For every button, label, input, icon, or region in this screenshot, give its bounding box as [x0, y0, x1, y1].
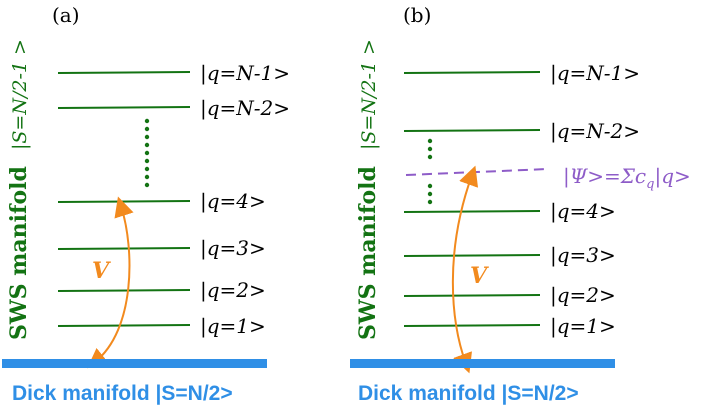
panel-b: (b) |S=N/2-1 > SWS manifold |q=N-1> |q=N… [350, 3, 691, 405]
panel-a-ground-label: Dick manifold |S=N/2> [12, 382, 233, 405]
panel-a-level-label: |q=1> [200, 314, 266, 339]
panel-b-level-n-2 [403, 129, 541, 132]
panel-a-level-n-2 [57, 106, 191, 109]
panel-b-manifold-label: SWS manifold [355, 166, 381, 340]
panel-b-level-1 [403, 324, 541, 327]
panel-b-level-4 [403, 210, 541, 213]
panel-a-level-3 [57, 247, 191, 250]
panel-b-level-label: |q=N-2> [550, 119, 640, 144]
panel-a-level-n-1 [57, 71, 191, 74]
panel-a-ellipsis-dots [144, 118, 150, 188]
panel-b-level-n-1 [403, 71, 541, 74]
panel-b-label: (b) [403, 3, 431, 27]
panel-b-level-2 [403, 294, 541, 297]
panel-b-level-label: |q=1> [550, 314, 616, 339]
panel-b-level-3 [403, 254, 541, 257]
panel-a-spin-label: |S=N/2-1 > [9, 39, 31, 150]
panel-a-label: (a) [52, 3, 80, 27]
panel-a-level-2 [57, 289, 191, 292]
panel-b-level-label: |q=2> [550, 283, 616, 308]
panel-a-coupling-arrow [87, 196, 134, 369]
panel-b-coupling-arrow [451, 165, 479, 374]
panel-a-level-1 [57, 324, 191, 327]
panel-b-spin-label: |S=N/2-1 > [358, 39, 380, 150]
panel-b-ground-label: Dick manifold |S=N/2> [358, 382, 579, 405]
panel-a-ground-band [2, 359, 267, 368]
panel-b-ellipsis-dots [427, 138, 433, 205]
panel-a-level-4 [57, 200, 191, 203]
panel-b-superposition-line [405, 168, 549, 176]
panel-a-level-label: |q=2> [200, 278, 266, 303]
panel-a-arrow-label: V [92, 258, 111, 284]
panel-a-level-label: |q=N-1> [200, 61, 290, 86]
panel-b-ground-band [350, 359, 615, 368]
panel-b-level-label: |q=N-1> [550, 61, 640, 86]
panel-a-level-label: |q=N-2> [200, 96, 290, 121]
panel-a-manifold-label: SWS manifold [6, 166, 32, 340]
panel-b-level-label: |q=3> [550, 243, 616, 268]
panel-a: (a) |S=N/2-1 > SWS manifold |q=N-1> |q=N… [2, 3, 290, 405]
panel-b-level-label: |q=4> [550, 199, 616, 224]
panel-a-level-label: |q=4> [200, 189, 266, 214]
panel-a-level-label: |q=3> [200, 236, 266, 261]
panel-b-arrow-label: V [470, 263, 489, 289]
panel-b-superposition-label: |Ψ>=Σcq|q> [563, 164, 691, 192]
